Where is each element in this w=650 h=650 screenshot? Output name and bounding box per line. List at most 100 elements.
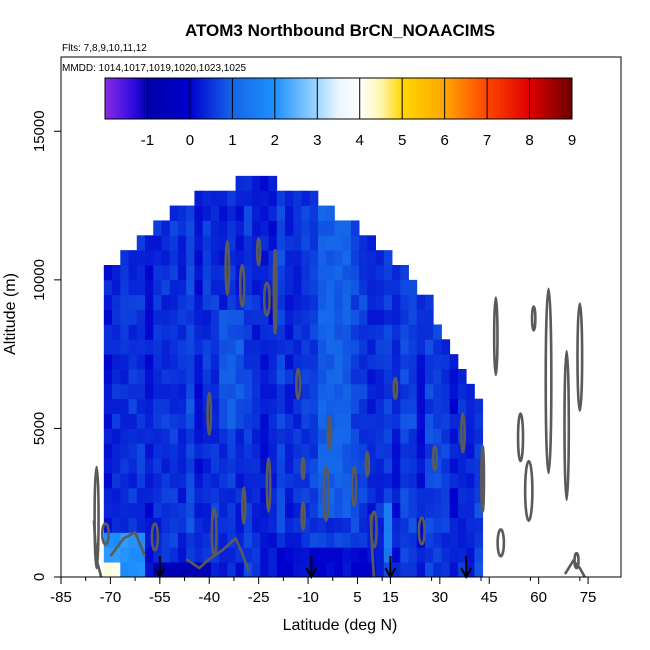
heatmap-cell bbox=[375, 398, 385, 414]
heatmap-cell bbox=[474, 473, 484, 489]
heatmap-cell bbox=[186, 398, 195, 414]
heatmap-cell bbox=[375, 383, 385, 400]
heatmap-cell bbox=[359, 250, 368, 266]
heatmap-cell bbox=[186, 354, 195, 370]
heatmap-cell bbox=[293, 502, 302, 518]
heatmap-cell bbox=[252, 473, 261, 489]
heatmap-cell bbox=[103, 473, 113, 489]
heatmap-cell bbox=[227, 220, 236, 236]
heatmap-cell bbox=[268, 235, 278, 251]
heatmap-cell bbox=[136, 517, 146, 533]
heatmap-cell bbox=[441, 487, 451, 504]
heatmap-cell bbox=[235, 235, 245, 251]
heatmap-cell bbox=[112, 309, 121, 325]
heatmap-cell bbox=[466, 413, 475, 429]
heatmap-cell bbox=[326, 517, 335, 533]
heatmap-cell bbox=[293, 547, 302, 563]
heatmap-cell bbox=[425, 354, 434, 370]
heatmap-cell bbox=[285, 398, 294, 414]
heatmap-cell bbox=[392, 413, 401, 429]
heatmap-cell bbox=[202, 502, 212, 518]
heatmap-cell bbox=[433, 383, 442, 400]
heatmap-cell bbox=[243, 235, 253, 251]
heatmap-cell bbox=[243, 487, 253, 504]
heatmap-cell bbox=[177, 235, 187, 251]
heatmap-cell bbox=[309, 309, 319, 325]
heatmap-cell bbox=[210, 443, 220, 459]
y-axis: 0 5000 10000 15000 bbox=[31, 110, 61, 581]
heatmap-cell bbox=[392, 458, 401, 474]
heatmap-cell bbox=[416, 458, 426, 474]
heatmap-cell bbox=[276, 532, 286, 548]
heatmap-cell bbox=[285, 294, 294, 310]
heatmap-cell bbox=[416, 369, 426, 385]
heatmap-cell bbox=[285, 220, 294, 236]
colorbar-tick-label: 3 bbox=[313, 132, 321, 149]
heatmap-cell bbox=[276, 547, 286, 563]
heatmap-cell bbox=[161, 294, 171, 310]
heatmap-cell bbox=[334, 473, 344, 489]
heatmap-cell bbox=[309, 502, 319, 518]
heatmap-cell bbox=[301, 398, 311, 414]
heatmap-cell bbox=[326, 309, 335, 325]
heatmap-cell bbox=[350, 458, 360, 474]
heatmap-cell bbox=[474, 502, 484, 518]
heatmap-cell bbox=[112, 369, 121, 385]
heatmap-cell bbox=[400, 413, 409, 429]
contour-line bbox=[93, 465, 100, 570]
heatmap-cell bbox=[202, 190, 212, 206]
heatmap-cell bbox=[186, 458, 195, 474]
heatmap-cell bbox=[375, 517, 385, 533]
x-tick-label: -70 bbox=[100, 589, 122, 606]
x-tick-label: -10 bbox=[297, 589, 319, 606]
heatmap-cell bbox=[334, 279, 344, 296]
heatmap-cell bbox=[268, 383, 278, 400]
heatmap-cell bbox=[317, 279, 327, 296]
heatmap-cell bbox=[301, 339, 311, 355]
x-tick-label: -25 bbox=[248, 589, 270, 606]
heatmap-cell bbox=[309, 294, 319, 310]
heatmap-cell bbox=[145, 250, 154, 266]
heatmap-cell bbox=[161, 265, 171, 281]
heatmap-cell bbox=[136, 398, 146, 414]
heatmap-cell bbox=[276, 279, 286, 296]
heatmap-cell bbox=[260, 205, 269, 221]
heatmap-cell bbox=[202, 428, 212, 444]
heatmap-cell bbox=[169, 294, 179, 310]
heatmap-cell bbox=[169, 517, 179, 533]
heatmap-cell bbox=[293, 487, 302, 504]
heatmap-cell bbox=[367, 339, 376, 355]
heatmap-cell bbox=[342, 220, 352, 236]
heatmap-cell bbox=[293, 205, 302, 221]
heatmap-cell bbox=[334, 502, 344, 518]
heatmap-cell bbox=[359, 473, 368, 489]
heatmap-cell bbox=[359, 443, 368, 459]
heatmap-cell bbox=[383, 547, 393, 563]
heatmap-cell bbox=[169, 413, 179, 429]
heatmap-cell bbox=[210, 413, 220, 429]
heatmap-cell bbox=[367, 369, 376, 385]
heatmap-cell bbox=[301, 487, 311, 504]
contour-line bbox=[326, 415, 333, 451]
heatmap-cell bbox=[177, 502, 187, 518]
heatmap-cell bbox=[474, 487, 484, 504]
heatmap-cell bbox=[408, 473, 418, 489]
heatmap-cell bbox=[194, 473, 204, 489]
heatmap-cell bbox=[276, 413, 286, 429]
heatmap-cell bbox=[317, 532, 327, 548]
heatmap-cell bbox=[120, 502, 129, 518]
heatmap-cell bbox=[252, 413, 261, 429]
heatmap-cell bbox=[112, 562, 121, 578]
heatmap-cell bbox=[342, 294, 352, 310]
contour-line bbox=[206, 391, 213, 436]
heatmap-cell bbox=[326, 279, 335, 296]
heatmap-cell bbox=[235, 562, 245, 578]
heatmap-cell bbox=[169, 383, 179, 400]
heatmap-cell bbox=[350, 532, 360, 548]
heatmap-cell bbox=[441, 383, 451, 400]
heatmap-cell bbox=[161, 487, 171, 504]
heatmap-cell bbox=[136, 458, 146, 474]
heatmap-cell bbox=[276, 294, 286, 310]
heatmap-cell bbox=[359, 369, 368, 385]
heatmap-cell bbox=[219, 369, 228, 385]
